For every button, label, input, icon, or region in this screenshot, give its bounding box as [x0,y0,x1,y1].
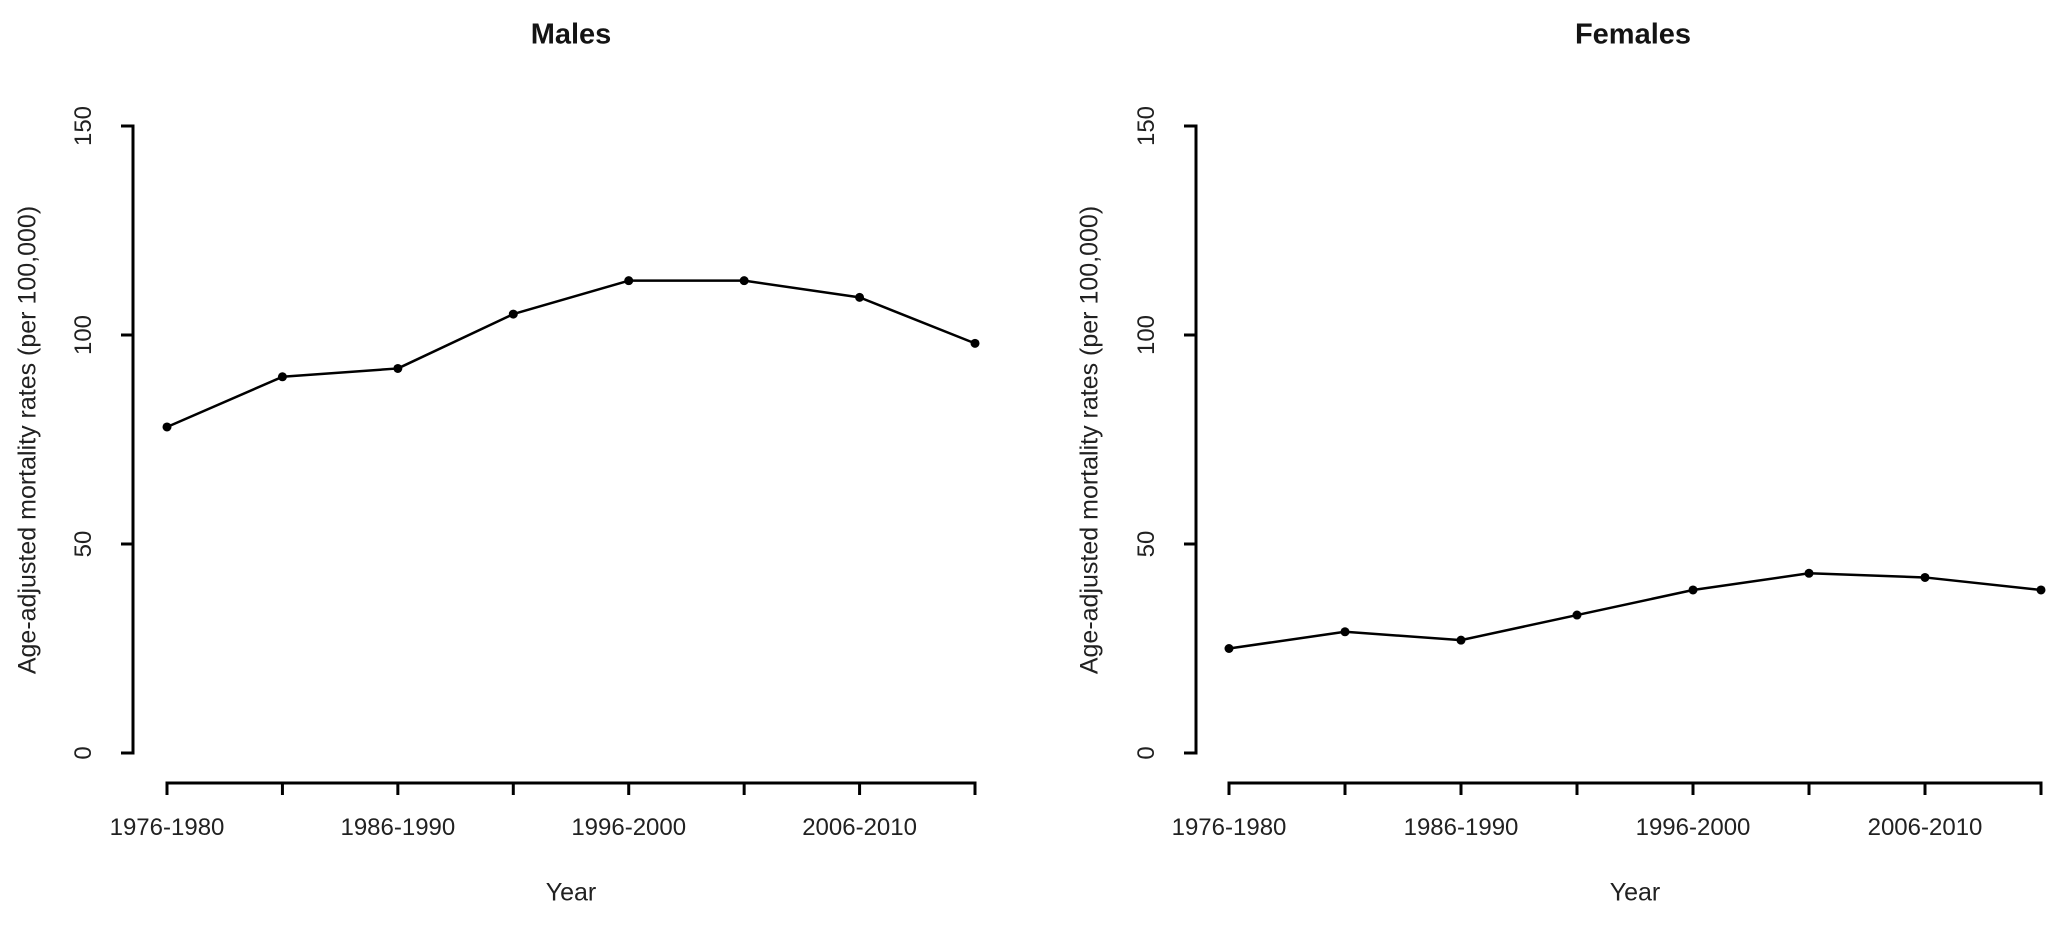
females-x-tick-label: 1996-2000 [1635,814,1751,841]
males-data-point-marker [162,422,172,432]
females-plot-title: Females [1574,18,1692,51]
females-x-axis-label: Year [1609,878,1661,907]
females-series-line [1228,572,2042,650]
males-x-tick-label: 1976-1980 [109,814,225,841]
males-data-point-marker [739,276,749,286]
males-y-tick-label: 100 [70,314,97,356]
females-data-point-marker [1224,644,1234,653]
males-data-point-marker [508,309,518,319]
females-data-point-marker [2036,585,2046,595]
females-y-tick-label: 50 [1133,530,1160,558]
males-plot-title: Males [530,18,612,51]
females-x-tick-label: 1986-1990 [1403,814,1519,841]
females-data-point-marker [1688,585,1698,595]
females-x-tick-label: 2006-2010 [1867,814,1983,841]
males-x-tick-label: 1986-1990 [340,814,456,841]
males-data-point-marker [624,276,634,286]
males-data-point-marker [277,372,287,382]
females-y-tick-label: 150 [1133,105,1160,147]
females-y-tick-label: 0 [1133,746,1160,760]
males-x-tick-label: 1996-2000 [571,814,687,841]
males-y-tick-label: 50 [70,530,97,558]
males-x-tick-label: 2006-2010 [802,814,917,841]
males-y-axis-label: Age-adjusted mortality rates (per 100,00… [13,205,42,675]
males-series-line [166,279,976,429]
males-data-point-marker [393,363,403,373]
males-data-point-marker [855,292,865,302]
females-y-axis-label: Age-adjusted mortality rates (per 100,00… [1075,205,1104,675]
females-data-point-marker [1340,627,1350,637]
females-x-tick-label: 1976-1980 [1171,814,1287,841]
females-data-point-marker [1456,635,1466,645]
females-data-point-marker [1920,572,1930,582]
males-y-tick-label: 150 [70,105,97,147]
females-data-point-marker [1572,610,1582,620]
females-data-point-marker [1804,568,1814,578]
males-y-tick-label: 0 [70,746,97,760]
males-data-point-marker [970,338,980,348]
females-y-tick-label: 100 [1133,314,1160,356]
males-x-axis-label: Year [545,878,597,907]
